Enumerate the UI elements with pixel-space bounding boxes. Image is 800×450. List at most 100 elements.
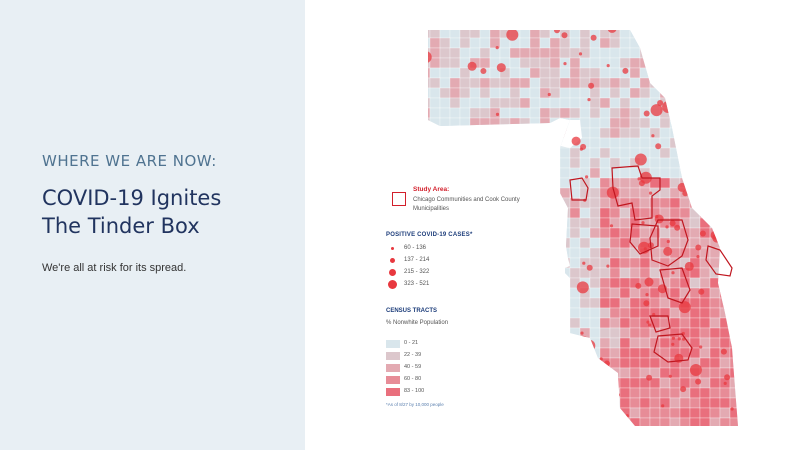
- covid-case-dot: [584, 417, 593, 426]
- census-tract: [539, 137, 551, 149]
- census-tract: [729, 347, 738, 359]
- census-tract: [599, 267, 611, 279]
- census-tract: [479, 227, 491, 239]
- census-tract: [719, 277, 731, 289]
- census-tract: [659, 30, 671, 39]
- map-canvas: [428, 30, 738, 426]
- census-tract: [589, 197, 601, 209]
- census-tract: [699, 317, 711, 329]
- census-tract: [599, 37, 611, 49]
- census-tract: [559, 87, 571, 99]
- tracts-legend-item: 83 - 100: [386, 388, 486, 398]
- census-tract: [589, 67, 601, 79]
- census-tract: [459, 137, 471, 149]
- census-tract: [699, 357, 711, 369]
- census-tract: [659, 47, 671, 59]
- census-tract: [699, 47, 711, 59]
- census-tract: [469, 297, 481, 309]
- census-tract: [599, 167, 611, 179]
- census-tract: [709, 147, 721, 159]
- census-tract: [689, 57, 701, 69]
- census-tract: [649, 117, 661, 129]
- census-tract: [489, 287, 501, 299]
- census-tract: [589, 157, 601, 169]
- covid-case-dot: [625, 414, 629, 418]
- census-tract: [659, 67, 671, 79]
- census-tract: [729, 87, 738, 99]
- census-tract: [529, 337, 541, 349]
- census-tract: [489, 377, 501, 389]
- census-tract: [649, 67, 661, 79]
- study-areas-layer: [569, 165, 733, 363]
- census-tract: [659, 387, 671, 399]
- covid-case-dot: [500, 415, 513, 426]
- census-tract: [549, 377, 561, 389]
- census-tract: [579, 247, 591, 259]
- census-tract: [639, 187, 651, 199]
- census-tract: [689, 147, 701, 159]
- census-tract: [428, 327, 431, 339]
- census-tract: [519, 157, 531, 169]
- census-tract: [619, 337, 631, 349]
- census-tract: [679, 157, 691, 169]
- census-tract: [579, 237, 591, 249]
- census-tract: [459, 157, 471, 169]
- covid-case-dot: [699, 345, 703, 349]
- covid-case-dot: [606, 64, 610, 68]
- census-tract: [699, 387, 711, 399]
- census-tract: [549, 367, 561, 379]
- covid-case-dot: [646, 374, 653, 381]
- census-tract: [719, 337, 731, 349]
- census-tract: [689, 77, 701, 89]
- census-tract: [519, 247, 531, 259]
- census-tract: [629, 347, 641, 359]
- census-tract: [489, 367, 501, 379]
- census-tract: [509, 347, 521, 359]
- census-tract: [619, 87, 631, 99]
- census-tract: [639, 257, 651, 269]
- covid-case-dot: [590, 34, 597, 41]
- census-tract: [609, 287, 621, 299]
- census-tract: [559, 387, 571, 399]
- census-tract: [428, 97, 431, 109]
- census-tract: [549, 297, 561, 309]
- census-tract: [469, 417, 481, 426]
- census-tract: [689, 117, 701, 129]
- census-tract: [609, 267, 621, 279]
- census-tract: [679, 377, 691, 389]
- census-tract: [619, 227, 631, 239]
- covid-case-dot: [729, 157, 733, 162]
- covid-case-dot: [540, 298, 547, 305]
- census-tract: [699, 207, 711, 219]
- census-tract: [619, 257, 631, 269]
- census-tract: [549, 247, 561, 259]
- covid-case-dot: [583, 339, 596, 352]
- census-tract: [619, 247, 631, 259]
- footnote: *As of 8/27 by 10,000 people: [386, 402, 444, 407]
- headline-line-1: COVID-19 Ignites: [42, 186, 222, 210]
- census-tract: [519, 77, 531, 89]
- census-tract: [719, 147, 731, 159]
- census-tract: [709, 187, 721, 199]
- census-tract: [729, 237, 738, 249]
- census-tract: [729, 47, 738, 59]
- census-tract: [469, 77, 481, 89]
- census-tract: [609, 157, 621, 169]
- covid-case-dot: [698, 288, 705, 295]
- census-tract: [429, 217, 441, 229]
- census-tract: [579, 87, 591, 99]
- census-tract: [689, 407, 701, 419]
- census-tract: [599, 177, 611, 189]
- tract-swatch: [386, 388, 400, 396]
- census-tract: [699, 30, 711, 39]
- census-tract: [489, 37, 501, 49]
- census-tract: [529, 317, 541, 329]
- census-tract: [729, 127, 738, 139]
- census-tract: [639, 137, 651, 149]
- census-tract: [519, 167, 531, 179]
- census-tract: [559, 357, 571, 369]
- census-tract: [529, 167, 541, 179]
- census-tract: [539, 317, 551, 329]
- census-tract: [529, 347, 541, 359]
- census-tract: [459, 37, 471, 49]
